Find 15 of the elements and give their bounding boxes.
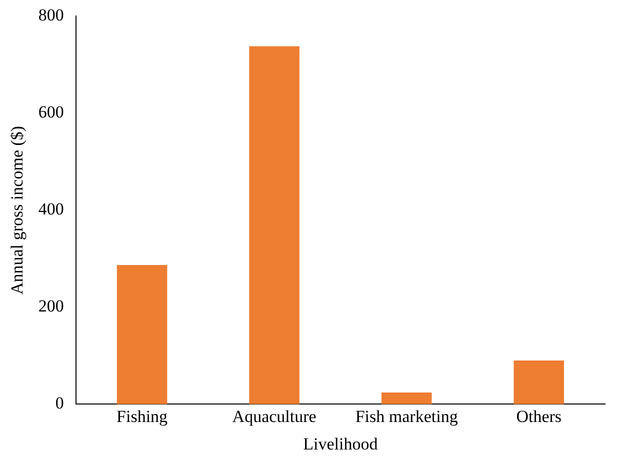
y-tick-label: 200: [38, 296, 64, 316]
bar: [514, 360, 564, 404]
x-tick-label: Fish marketing: [355, 406, 458, 426]
bar: [249, 46, 300, 404]
y-tick-label: 400: [38, 200, 64, 219]
x-tick-label: Fishing: [116, 406, 168, 426]
x-tick-label: Others: [516, 406, 562, 426]
bar: [381, 392, 432, 404]
x-tick-label: Aquaculture: [232, 406, 316, 426]
y-tick-label: 0: [55, 394, 64, 413]
y-axis-title: Annual gross income ($): [8, 126, 27, 294]
bar: [116, 265, 168, 404]
x-axis-title: Livelihood: [303, 434, 378, 454]
y-tick-label: 600: [38, 102, 64, 122]
y-tick-label: 800: [38, 6, 64, 25]
